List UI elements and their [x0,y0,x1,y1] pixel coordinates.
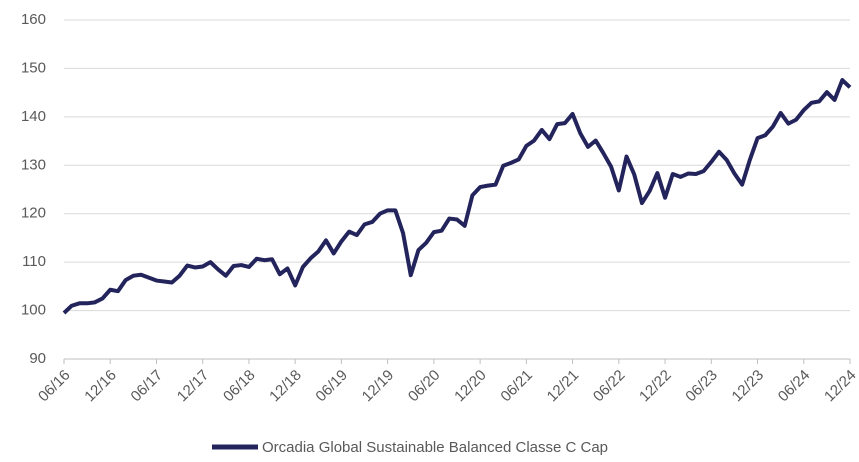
legend-label: Orcadia Global Sustainable Balanced Clas… [262,439,608,456]
x-tick-label: 12/16 [81,367,120,406]
y-tick-label: 90 [29,350,46,367]
x-tick-label: 06/21 [497,367,536,406]
x-tick-label: 12/20 [451,367,490,406]
y-tick-label: 110 [22,253,46,270]
x-tick-label: 12/23 [729,367,768,406]
x-tick-label: 12/19 [359,367,398,406]
y-tick-label: 130 [21,156,46,173]
y-tick-label: 140 [21,108,46,125]
x-tick-label: 06/20 [405,367,444,406]
x-tick-label: 06/19 [312,367,351,406]
data-line [62,78,852,315]
x-tick-label: 12/24 [821,367,859,406]
x-tick-label: 12/18 [266,367,305,406]
x-tick-label: 06/18 [220,367,259,406]
x-tick-label: 06/22 [590,367,629,406]
x-tick-label: 06/16 [35,367,74,406]
y-tick-label: 100 [21,302,46,319]
x-tick-label: 06/23 [682,367,721,406]
x-tick-label: 12/22 [636,367,675,406]
x-tick-label: 12/21 [544,367,583,406]
y-tick-label: 160 [21,11,46,28]
y-tick-label: 150 [21,59,46,76]
x-tick-label: 06/24 [775,367,814,406]
x-tick-label: 12/17 [174,367,213,406]
y-tick-label: 120 [21,205,46,222]
x-tick-label: 06/17 [128,367,167,406]
